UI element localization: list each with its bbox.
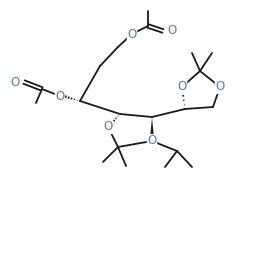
Text: O: O [167,25,176,37]
Text: O: O [127,28,137,40]
Text: O: O [103,121,113,133]
Text: O: O [11,76,20,88]
Text: O: O [55,90,64,102]
Text: O: O [178,81,187,93]
Text: O: O [215,81,225,93]
Text: O: O [147,134,157,148]
Polygon shape [150,117,154,141]
